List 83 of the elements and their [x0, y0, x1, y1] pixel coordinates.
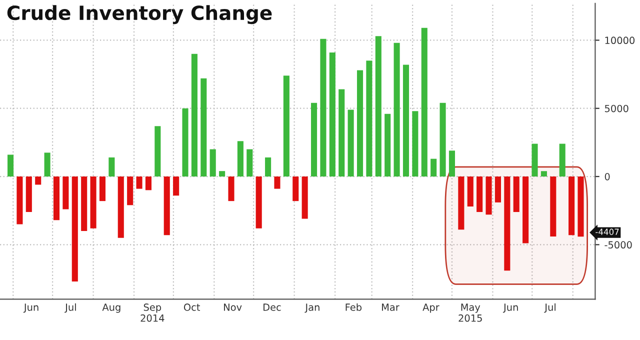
x-tick-label: Sep 2014: [140, 304, 164, 322]
bar: [384, 114, 391, 177]
bar: [476, 176, 483, 212]
bar: [540, 171, 547, 177]
x-tick-label: Dec: [264, 304, 281, 311]
y-tick-label: -5000: [604, 241, 632, 249]
x-tick-label: Jul: [64, 303, 76, 313]
bar: [118, 176, 124, 238]
bar: [154, 126, 161, 177]
bar: [402, 64, 410, 177]
bar: [72, 176, 78, 282]
x-tick-label: Jul: [544, 303, 556, 313]
bar: [237, 141, 244, 177]
bar: [366, 60, 372, 177]
y-tick-label: 5000: [604, 104, 628, 112]
bar: [338, 89, 345, 177]
bar: [210, 149, 216, 177]
bar: [522, 176, 529, 244]
bar: [504, 176, 510, 271]
bar: [90, 176, 96, 228]
bar: [145, 176, 152, 190]
bar: [412, 111, 418, 177]
bar: [430, 158, 437, 177]
bar: [127, 176, 134, 206]
bar: [182, 108, 188, 177]
bar: [136, 176, 142, 189]
bar: [356, 70, 364, 177]
bar: [329, 52, 336, 177]
bar: [550, 176, 556, 236]
bar: [173, 176, 180, 196]
bar: [448, 150, 456, 177]
bar: [7, 154, 14, 177]
bar: [200, 78, 207, 177]
annotation: -4407: [596, 228, 619, 235]
bar: [320, 38, 326, 177]
bar: [494, 176, 501, 202]
bar: [302, 176, 308, 219]
x-tick-label: Aug: [102, 304, 120, 313]
bar: [265, 157, 272, 177]
bar: [348, 110, 354, 177]
bar: [99, 176, 106, 202]
bar: [283, 76, 290, 177]
bar: [394, 42, 400, 177]
x-tick-label: Jun: [23, 304, 38, 313]
bar: [513, 176, 520, 212]
x-tick-label: May 2015: [458, 304, 482, 322]
bar: [486, 176, 492, 215]
bar: [311, 102, 318, 177]
x-tick-label: Oct: [184, 304, 200, 311]
bar: [568, 176, 575, 236]
x-tick-label: Nov: [224, 304, 242, 311]
bar: [458, 176, 464, 230]
x-tick-label: Apr: [422, 304, 440, 313]
bar: [164, 176, 170, 236]
bar: [440, 102, 446, 177]
chart-title: Crude Inventory Change: [7, 5, 272, 24]
bar: [81, 176, 88, 232]
bar: [16, 176, 23, 224]
bar: [191, 54, 198, 177]
bar: [44, 152, 50, 177]
x-tick-label: Jan: [304, 304, 320, 313]
x-tick-label: Feb: [346, 303, 362, 311]
bar: [219, 171, 226, 177]
y-tick-label: 0: [604, 172, 610, 180]
bar: [559, 144, 566, 177]
bar: [467, 176, 474, 207]
bar: [292, 176, 299, 202]
bar: [578, 176, 584, 237]
bar: [274, 176, 280, 189]
bar: [26, 176, 32, 212]
bar: [228, 176, 234, 202]
bar: [375, 36, 382, 177]
x-tick-label: Jun: [503, 304, 518, 313]
bar: [53, 176, 60, 220]
x-tick-label: Mar: [382, 304, 400, 311]
bar: [246, 149, 253, 177]
bar: [62, 176, 69, 210]
bar: [108, 157, 115, 177]
bar: [35, 176, 42, 185]
bar: [532, 144, 538, 177]
bar: [421, 28, 428, 177]
bar: [256, 176, 262, 228]
y-tick-label: 10000: [605, 36, 635, 44]
